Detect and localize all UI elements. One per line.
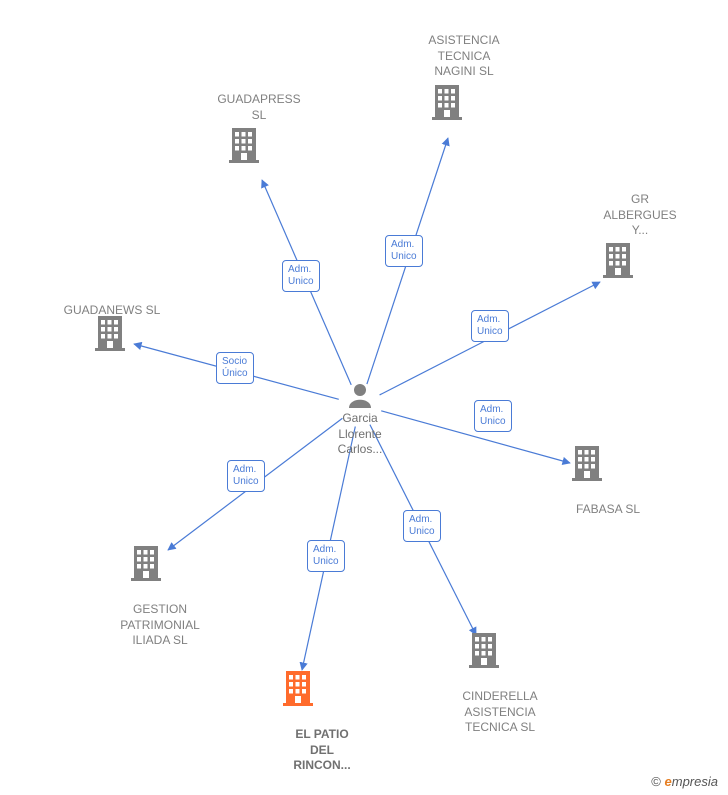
edge-label-gralbergues: Adm. Unico	[471, 310, 509, 342]
diagram-svg	[0, 0, 728, 795]
edge-label-guadapress: Adm. Unico	[282, 260, 320, 292]
edge-label-fabasa: Adm. Unico	[474, 400, 512, 432]
node-label-gralbergues: GR ALBERGUES Y...	[590, 192, 690, 239]
copyright-symbol: ©	[651, 774, 661, 789]
edge-label-nagini: Adm. Unico	[385, 235, 423, 267]
node-label-cinderella: CINDERELLA ASISTENCIA TECNICA SL	[450, 689, 550, 736]
center-person-icon	[349, 384, 371, 408]
edge-label-elpatio: Adm. Unico	[307, 540, 345, 572]
edge-label-cinderella: Adm. Unico	[403, 510, 441, 542]
building-icon-gralbergues	[603, 243, 633, 278]
building-icon-gestion	[131, 546, 161, 581]
edge-label-gestion: Adm. Unico	[227, 460, 265, 492]
node-label-fabasa: FABASA SL	[558, 502, 658, 518]
building-icon-nagini	[432, 85, 462, 120]
building-icon-guadapress	[229, 128, 259, 163]
node-label-elpatio: EL PATIO DEL RINCON...	[272, 727, 372, 774]
node-label-guadapress: GUADAPRESS SL	[209, 92, 309, 123]
brand-e: e	[665, 774, 672, 789]
building-icon-fabasa	[572, 446, 602, 481]
building-icon-cinderella	[469, 633, 499, 668]
building-icon-guadanews	[95, 316, 125, 351]
center-person-label: Garcia Llorente Carlos...	[330, 411, 390, 458]
node-label-nagini: ASISTENCIA TECNICA NAGINI SL	[414, 33, 514, 80]
node-label-gestion: GESTION PATRIMONIAL ILIADA SL	[110, 602, 210, 649]
brand-rest: mpresia	[672, 774, 718, 789]
watermark: © empresia	[651, 774, 718, 789]
edge-label-guadanews: Socio Único	[216, 352, 254, 384]
building-icon-elpatio	[283, 671, 313, 706]
node-label-guadanews: GUADANEWS SL	[62, 303, 162, 319]
